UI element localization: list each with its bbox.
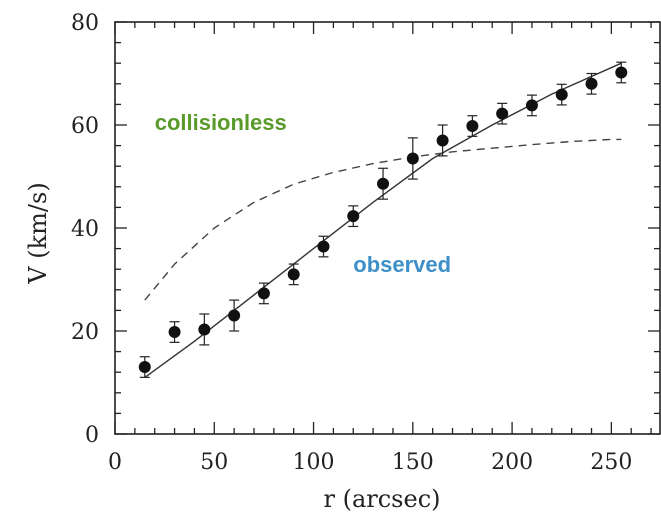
point-marker (257, 287, 270, 300)
plot-frame (114, 21, 661, 435)
y-tick-label: 80 (71, 11, 99, 36)
y-tick-label: 0 (85, 423, 99, 448)
x-tick-label: 100 (293, 450, 335, 475)
point-marker (525, 99, 538, 112)
annotation-observed: observed (353, 252, 451, 277)
data-points (138, 61, 628, 378)
data-point (287, 263, 300, 286)
data-point (377, 167, 390, 200)
point-marker (138, 361, 151, 374)
point-marker (555, 88, 568, 101)
data-point (466, 115, 479, 137)
point-marker (496, 107, 509, 120)
x-tick-label: 250 (590, 450, 632, 475)
x-axis-label: r (arcsec) (323, 485, 440, 513)
x-tick-label: 50 (200, 450, 228, 475)
plot-border (114, 21, 661, 435)
data-point (347, 205, 360, 228)
data-point (555, 83, 568, 106)
x-axis-ticks: 0 50 100 150 200 250 (108, 22, 652, 475)
point-marker (347, 210, 360, 223)
data-point (525, 94, 538, 117)
data-point (257, 282, 270, 305)
x-tick-label: 200 (491, 450, 533, 475)
data-point (317, 235, 330, 258)
point-marker (466, 120, 479, 133)
point-marker (317, 240, 330, 253)
data-point (436, 124, 449, 157)
point-marker (228, 309, 241, 322)
point-marker (585, 77, 598, 90)
point-marker (615, 66, 628, 79)
point-marker (377, 177, 390, 190)
data-point (406, 137, 419, 180)
point-marker (168, 326, 181, 339)
data-point (198, 313, 211, 346)
y-tick-label: 60 (71, 114, 99, 139)
y-axis-label: V (km/s) (24, 182, 52, 284)
point-marker (287, 268, 300, 281)
point-marker (406, 152, 419, 165)
x-tick-label: 0 (108, 450, 122, 475)
y-axis-ticks: 0 20 40 60 80 (71, 11, 660, 448)
annotations: collisionless observed (155, 110, 451, 277)
y-tick-label: 40 (71, 217, 99, 242)
annotation-collisionless: collisionless (155, 110, 287, 135)
data-point (496, 102, 509, 125)
point-marker (436, 134, 449, 147)
y-tick-label: 20 (71, 320, 99, 345)
data-point (585, 72, 598, 95)
data-point (228, 299, 241, 332)
data-point (615, 61, 628, 84)
x-tick-label: 150 (392, 450, 434, 475)
data-point (168, 321, 181, 343)
collisionless-dashed-line (144, 138, 622, 301)
point-marker (198, 323, 211, 336)
data-point (138, 356, 151, 378)
